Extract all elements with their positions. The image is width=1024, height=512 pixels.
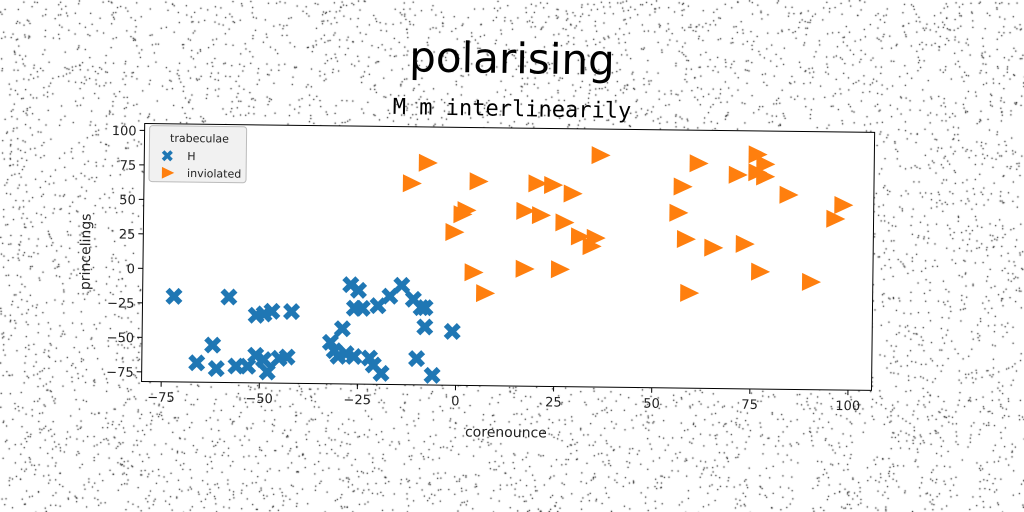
data-point-triangle-marker (516, 201, 536, 220)
x-tick-label: 25 (545, 395, 562, 410)
data-point-x-marker (165, 287, 183, 305)
x-tick-label: −50 (245, 392, 273, 407)
data-point-x-marker (372, 364, 390, 382)
y-tick-label: −25 (107, 296, 135, 311)
data-point-triangle-marker (563, 184, 583, 203)
y-tick-label: −50 (107, 331, 135, 346)
series-1 (165, 276, 461, 384)
chart-marks (165, 145, 854, 384)
data-point-triangle-marker (531, 206, 552, 225)
data-point-triangle-marker (550, 260, 570, 279)
x-tick-label: 100 (835, 399, 860, 414)
y-axis-label: princelings (78, 213, 95, 290)
data-point-triangle-marker (469, 172, 489, 191)
data-point-triangle-marker (669, 203, 689, 222)
data-point-triangle-marker (756, 167, 776, 186)
data-point-x-marker (345, 347, 363, 366)
data-point-triangle-marker (801, 272, 822, 291)
x-tick-label: −75 (147, 391, 175, 406)
y-tick-label: 75 (120, 159, 137, 174)
legend-x-marker (161, 150, 173, 162)
legend-title: trabeculae (170, 132, 229, 146)
y-tick-label: 50 (119, 193, 136, 208)
data-point-triangle-marker (586, 228, 606, 247)
data-point-x-marker (381, 287, 399, 305)
data-point-x-marker (258, 363, 276, 381)
data-point-triangle-marker (457, 201, 477, 220)
data-point-x-marker (220, 288, 238, 306)
x-tick-label: 75 (741, 398, 758, 413)
data-point-triangle-marker (826, 209, 846, 228)
data-point-triangle-marker (779, 185, 799, 204)
y-tick-label: 0 (127, 262, 135, 277)
data-point-triangle-marker (475, 284, 496, 303)
x-tick-label: 50 (643, 397, 660, 412)
data-point-triangle-marker (676, 230, 696, 249)
data-point-triangle-marker (704, 238, 724, 257)
data-point-triangle-marker (418, 153, 438, 172)
data-point-triangle-marker (689, 154, 709, 173)
data-point-x-marker (416, 299, 434, 317)
legend-label: inviolated (187, 167, 241, 181)
data-point-triangle-marker (591, 146, 611, 165)
data-point-triangle-marker (544, 175, 564, 194)
data-point-x-marker (283, 303, 301, 321)
data-point-x-marker (393, 276, 411, 294)
data-point-x-marker (254, 350, 273, 369)
y-tick-label: 25 (119, 228, 136, 243)
data-point-x-marker (207, 360, 225, 378)
data-point-triangle-marker (445, 223, 465, 242)
data-point-x-marker (278, 348, 296, 366)
legend-triangle-marker (161, 166, 175, 179)
data-point-triangle-marker (834, 196, 854, 215)
data-point-x-marker (416, 318, 434, 336)
data-point-x-marker (423, 366, 441, 384)
data-point-x-marker (263, 302, 281, 320)
chart-axes: −75 −50 −25 0 25 50 75 100 −75 −50 −25 0 25 50 75 100 (106, 124, 860, 414)
data-point-x-marker (204, 336, 222, 354)
data-point-triangle-marker (673, 177, 693, 196)
data-point-triangle-marker (570, 227, 590, 246)
data-point-triangle-marker (751, 262, 771, 281)
data-point-x-marker (353, 299, 371, 317)
data-point-x-marker (333, 320, 351, 338)
data-point-triangle-marker (528, 174, 548, 193)
data-point-x-marker (188, 354, 206, 372)
y-tick-label: −75 (106, 365, 134, 380)
data-point-triangle-marker (728, 165, 748, 184)
y-tick-label: 100 (112, 124, 137, 139)
data-point-triangle-marker (515, 259, 535, 278)
legend-label: H (187, 150, 195, 163)
plot-area (141, 122, 876, 391)
data-point-x-marker (408, 350, 426, 368)
x-tick-label: 0 (451, 394, 459, 409)
data-point-x-marker (349, 281, 368, 299)
data-point-triangle-marker (748, 145, 768, 164)
data-point-triangle-marker (555, 213, 575, 232)
data-point-triangle-marker (735, 234, 755, 253)
data-point-triangle-marker (464, 263, 484, 282)
x-axis-label: corenounce (465, 424, 547, 441)
legend-box (148, 125, 248, 184)
series-2 (402, 145, 854, 303)
data-point-triangle-marker (680, 283, 700, 302)
data-point-triangle-marker (756, 155, 776, 174)
x-tick-label: −25 (343, 393, 371, 408)
data-point-x-marker (443, 322, 461, 341)
data-point-triangle-marker (402, 174, 422, 193)
